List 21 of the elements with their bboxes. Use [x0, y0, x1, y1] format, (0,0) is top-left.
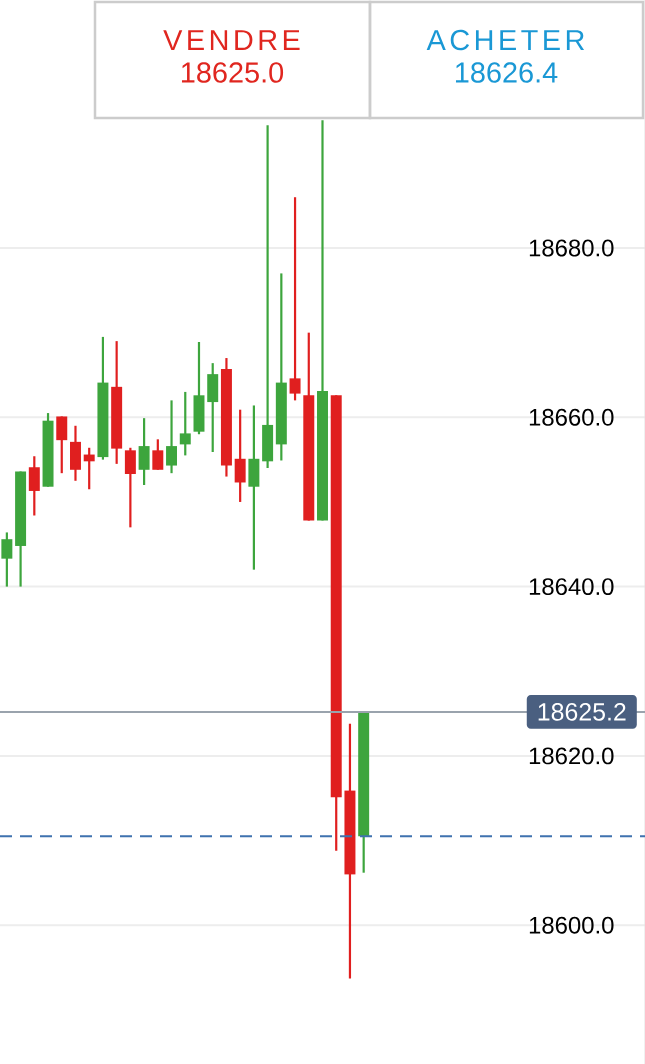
annotation: ACHETER	[426, 29, 585, 51]
y-tick-label: 18620.0	[529, 747, 614, 765]
y-tick-label: 18660.0	[529, 408, 614, 426]
candlestick	[152, 438, 164, 471]
candlestick	[28, 455, 40, 517]
candlestick	[124, 446, 136, 529]
candlestick	[138, 417, 150, 487]
annotation: VENDRE	[163, 30, 300, 51]
candlestick	[166, 399, 178, 475]
candlestick	[1, 531, 13, 588]
candlestick	[234, 408, 246, 504]
y-tick-label: 18600.0	[529, 916, 614, 934]
annotation: 18625.0	[181, 62, 284, 83]
y-tick-label: 18640.0	[529, 578, 614, 596]
ref-line-label: 18625.2	[538, 703, 626, 721]
candlestick	[179, 390, 191, 457]
annotation: 18626.4	[455, 62, 558, 83]
candlestick	[262, 124, 274, 470]
y-tick-label: 18680.0	[529, 239, 614, 257]
candlestick	[289, 196, 301, 402]
candlestick	[56, 415, 68, 475]
